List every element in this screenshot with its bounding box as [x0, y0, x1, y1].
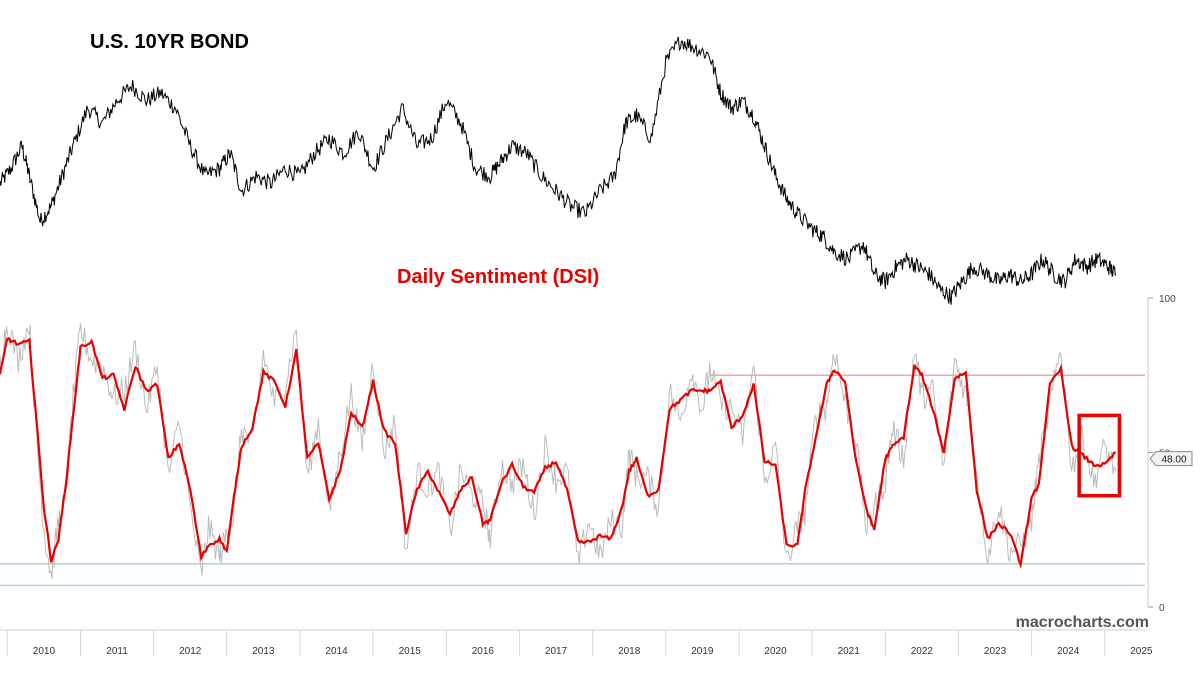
- x-tick-label: 2023: [984, 646, 1007, 657]
- right-y-axis: 10050048.00: [1147, 294, 1193, 614]
- x-tick-label: 2022: [911, 646, 934, 657]
- reference-lines: [0, 374, 1145, 587]
- bond-price-line: [0, 36, 1117, 305]
- bond-series-group: [0, 36, 1117, 305]
- x-tick-label: 2012: [179, 646, 202, 657]
- x-tick-label: 2015: [399, 646, 422, 657]
- highlight-group: [1077, 413, 1122, 498]
- highlight-box: [1077, 413, 1122, 498]
- x-tick-label: 2020: [764, 646, 787, 657]
- x-tick-label: 2024: [1057, 646, 1080, 657]
- y-tick-label: 100: [1159, 294, 1176, 305]
- dsi-series-group: [0, 323, 1117, 580]
- watermark-text: macrocharts.com: [1016, 614, 1149, 631]
- x-tick-label: 2016: [472, 646, 495, 657]
- x-tick-label: 2021: [838, 646, 861, 657]
- dsi-smoothed-line: [0, 337, 1116, 569]
- x-tick-label: 2019: [691, 646, 714, 657]
- x-tick-label: 2011: [106, 646, 128, 657]
- y-tick-label: 0: [1159, 603, 1165, 614]
- x-tick-label: 2014: [325, 646, 348, 657]
- bond-chart-title: U.S. 10YR BOND: [90, 31, 249, 53]
- dsi-chart-title: Daily Sentiment (DSI): [397, 266, 599, 288]
- x-axis: 2010 2011 2012 2013 2014 2015 2016 2017 2018 2019…: [0, 629, 1153, 657]
- x-tick-label: 2025: [1130, 646, 1153, 657]
- last-value-label: 48.00: [1161, 455, 1186, 466]
- x-tick-label: 2010: [33, 646, 56, 657]
- x-tick-label: 2018: [618, 646, 641, 657]
- last-value-tag: [1149, 451, 1193, 467]
- x-tick-label: 2013: [252, 646, 275, 657]
- x-tick-label: 2017: [545, 646, 568, 657]
